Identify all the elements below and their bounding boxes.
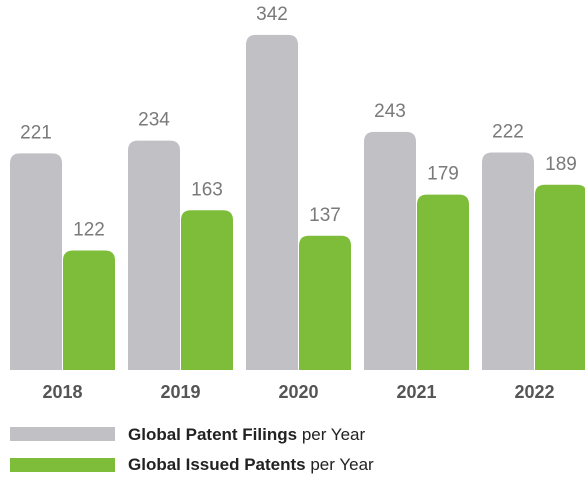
- data-label: 179: [427, 164, 459, 185]
- data-label: 122: [73, 219, 105, 240]
- data-label: 342: [256, 4, 288, 25]
- x-tick-label: 2021: [396, 382, 436, 402]
- bar: [364, 131, 416, 370]
- legend-swatch: [10, 427, 115, 441]
- bar: [10, 153, 62, 370]
- bar: [417, 194, 469, 370]
- legend-suffix: per Year: [302, 425, 366, 444]
- legend-entry: Global Patent Filings per Year: [128, 425, 365, 444]
- legend-entry: Global Issued Patents per Year: [128, 455, 374, 474]
- bar: [181, 210, 233, 370]
- data-label: 222: [492, 121, 524, 142]
- legend-swatch: [10, 458, 115, 472]
- legend: Global Patent Filings per Year Global Is…: [10, 425, 374, 474]
- bar: [246, 34, 298, 371]
- data-label: 234: [138, 110, 170, 131]
- bar: [63, 250, 115, 370]
- x-tick-label: 2019: [160, 382, 200, 402]
- data-label: 137: [309, 205, 341, 226]
- x-tick-label: 2022: [514, 382, 554, 402]
- legend-suffix: per Year: [310, 455, 374, 474]
- legend-label: Global Issued Patents: [128, 455, 306, 474]
- x-tick-label: 2020: [278, 382, 318, 402]
- data-label: 163: [191, 179, 223, 200]
- x-tick-label: 2018: [42, 382, 82, 402]
- data-label: 243: [374, 101, 406, 122]
- bar: [535, 184, 585, 370]
- bar: [128, 140, 180, 370]
- legend-label: Global Patent Filings: [128, 425, 297, 444]
- data-label: 221: [20, 122, 52, 143]
- data-label: 189: [545, 154, 577, 175]
- bar: [482, 152, 534, 370]
- bar: [299, 235, 351, 370]
